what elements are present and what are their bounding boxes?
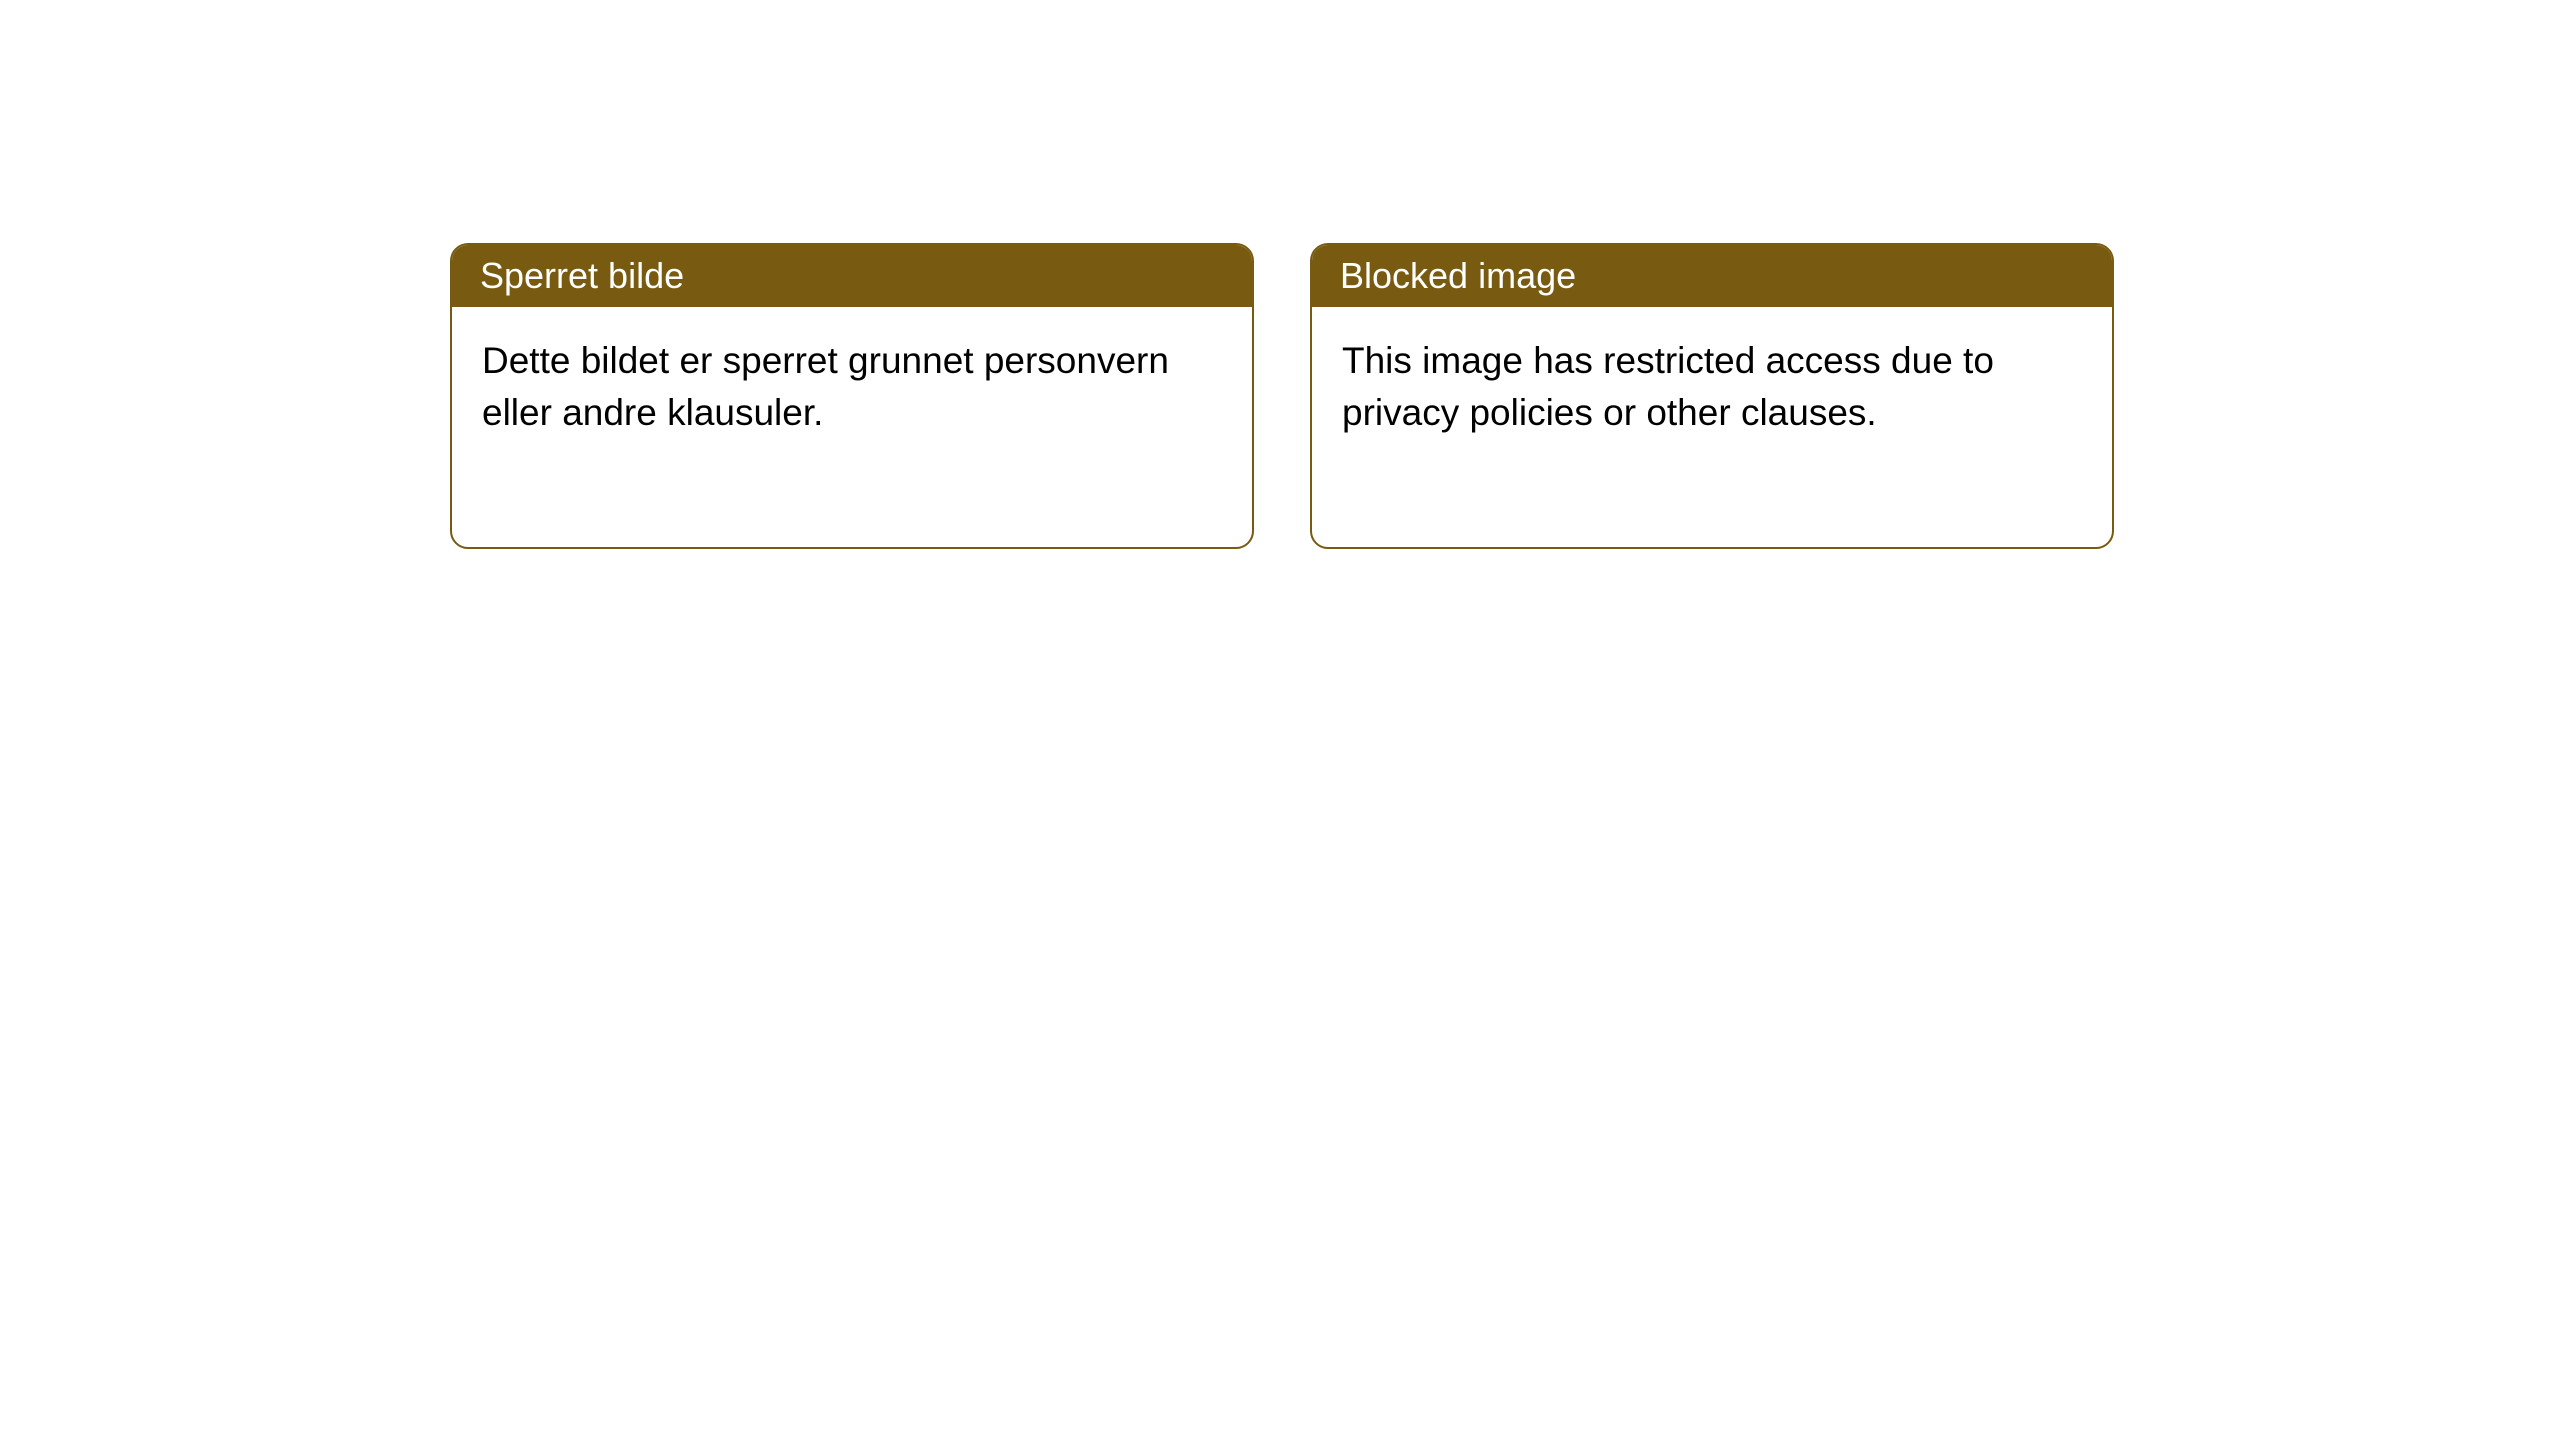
notice-body: This image has restricted access due to …	[1312, 307, 2112, 547]
notice-container: Sperret bilde Dette bildet er sperret gr…	[0, 0, 2560, 549]
notice-card-norwegian: Sperret bilde Dette bildet er sperret gr…	[450, 243, 1254, 549]
notice-title: Blocked image	[1312, 245, 2112, 307]
notice-title: Sperret bilde	[452, 245, 1252, 307]
notice-body: Dette bildet er sperret grunnet personve…	[452, 307, 1252, 547]
notice-card-english: Blocked image This image has restricted …	[1310, 243, 2114, 549]
